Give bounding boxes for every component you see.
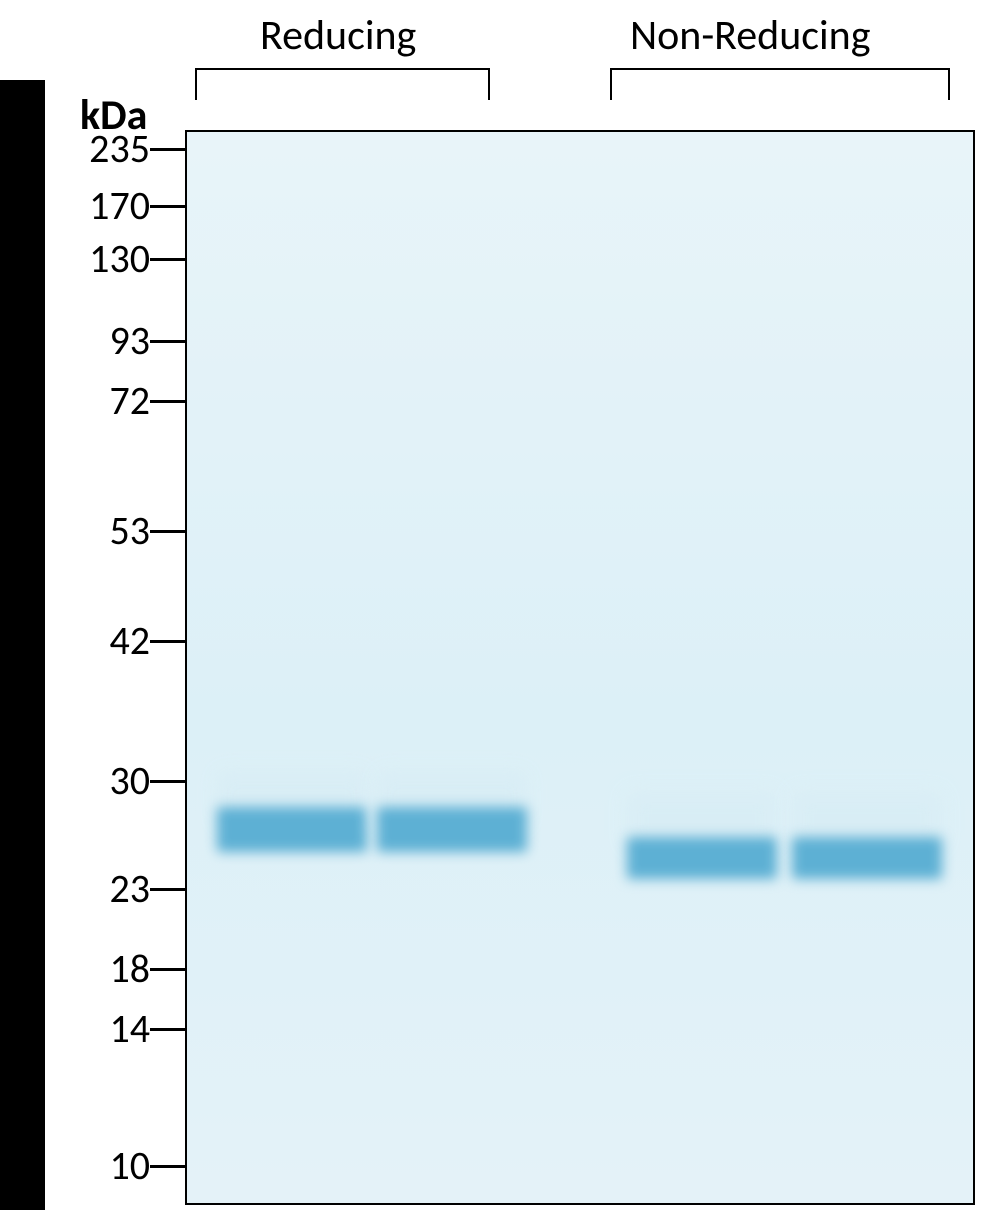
nonreducing-label: Non-Reducing xyxy=(630,10,871,61)
marker-53: 53 xyxy=(70,506,150,555)
marker-170: 170 xyxy=(70,181,150,230)
marker-23: 23 xyxy=(70,864,150,913)
nonreducing-bracket xyxy=(610,68,950,98)
marker-tick-72 xyxy=(150,400,190,403)
marker-tick-18 xyxy=(150,968,190,971)
reducing-label: Reducing xyxy=(260,10,416,61)
marker-tick-130 xyxy=(150,258,190,261)
black-sidebar xyxy=(0,80,45,1210)
marker-18: 18 xyxy=(70,944,150,993)
marker-235: 235 xyxy=(70,124,150,173)
marker-tick-14 xyxy=(150,1028,190,1031)
marker-tick-170 xyxy=(150,205,190,208)
marker-tick-235 xyxy=(150,148,190,151)
band-nonreducing-2 xyxy=(792,837,942,879)
marker-tick-10 xyxy=(150,1165,190,1168)
marker-93: 93 xyxy=(70,316,150,365)
marker-14: 14 xyxy=(70,1004,150,1053)
gel-background xyxy=(187,132,973,1203)
marker-tick-30 xyxy=(150,780,190,783)
marker-tick-53 xyxy=(150,530,190,533)
marker-10: 10 xyxy=(70,1141,150,1190)
band-reducing-2 xyxy=(377,807,527,852)
gel-image xyxy=(185,130,975,1205)
reducing-bracket xyxy=(195,68,490,98)
marker-130: 130 xyxy=(70,234,150,283)
marker-tick-23 xyxy=(150,888,190,891)
marker-30: 30 xyxy=(70,756,150,805)
marker-72: 72 xyxy=(70,376,150,425)
band-reducing-1 xyxy=(217,807,367,852)
marker-tick-42 xyxy=(150,640,190,643)
marker-tick-93 xyxy=(150,340,190,343)
marker-42: 42 xyxy=(70,616,150,665)
band-nonreducing-1 xyxy=(627,837,777,879)
